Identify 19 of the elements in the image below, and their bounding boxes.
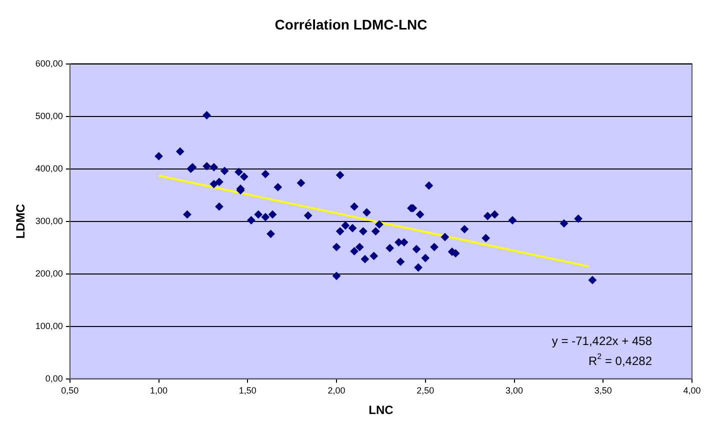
y-tick-label: 200,00 xyxy=(35,268,63,278)
x-tick-label: 1,50 xyxy=(238,386,256,396)
x-tick-label: 2,50 xyxy=(416,386,434,396)
y-tick-label: 500,00 xyxy=(35,110,63,121)
x-axis-title: LNC xyxy=(368,403,394,418)
x-tick-label: 3,00 xyxy=(506,386,524,396)
y-tick-label: 0,00 xyxy=(45,373,63,384)
y-tick-label: 400,00 xyxy=(35,163,63,174)
annotation: y = -71,422x + 458 xyxy=(552,334,652,348)
y-tick-label: 600,00 xyxy=(35,58,63,68)
y-tick-label: 100,00 xyxy=(35,320,63,331)
x-tick-label: 1,00 xyxy=(150,386,168,396)
x-tick-label: 4,00 xyxy=(683,386,701,396)
x-tick-label: 3,50 xyxy=(594,386,612,396)
x-tick-label: 0,50 xyxy=(61,386,79,396)
chart-title: Corrélation LDMC-LNC xyxy=(274,16,428,32)
x-tick-label: 2,00 xyxy=(328,386,346,396)
y-tick-label: 300,00 xyxy=(35,216,63,226)
y-axis-title: LDMC xyxy=(14,204,28,239)
